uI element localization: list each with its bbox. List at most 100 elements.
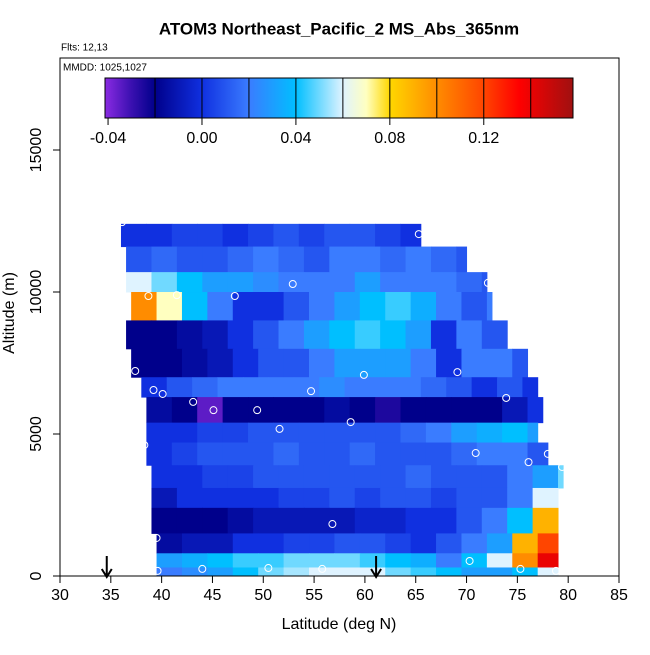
heatmap-cell (151, 487, 178, 509)
heatmap-cell (222, 223, 249, 248)
heatmap-cell (456, 507, 483, 534)
heatmap-cell (456, 465, 483, 489)
heatmap-cell (202, 487, 229, 509)
heatmap-cell (131, 348, 158, 378)
flight-point (453, 368, 462, 377)
heatmap-cell (430, 507, 457, 534)
flight-point (532, 362, 541, 371)
heatmap-cell (486, 533, 513, 554)
heatmap-cell (354, 272, 381, 293)
heatmap-cell (248, 223, 274, 248)
heatmap-cell (303, 507, 330, 534)
heatmap-cell (436, 567, 462, 577)
heatmap-cell (425, 397, 452, 424)
heatmap-cell (425, 442, 452, 466)
heatmap-cell (298, 422, 325, 444)
heatmap-cell (202, 246, 229, 273)
flight-point (346, 418, 355, 427)
heatmap-cell (461, 553, 488, 568)
heatmap-cell (329, 487, 356, 509)
heatmap-cell (405, 465, 432, 489)
heatmap-cell (222, 422, 249, 444)
heatmap-cell (349, 223, 376, 248)
heatmap-cell (126, 320, 152, 350)
heatmap-cell (156, 553, 183, 568)
heatmap-cell (309, 533, 335, 554)
x-tick-label: 55 (305, 587, 323, 604)
flight-point (471, 449, 480, 458)
heatmap-cell (232, 292, 259, 321)
heatmap-cell (461, 533, 488, 554)
heatmap-cell (400, 442, 427, 466)
colorbar-tick-label: 0.00 (186, 130, 217, 147)
x-tick-label: 35 (102, 587, 120, 604)
flight-point (117, 218, 126, 227)
heatmap-cell (227, 246, 254, 273)
heatmap-cell (176, 465, 203, 489)
heatmap-cell (375, 223, 401, 248)
heatmap-cell (405, 320, 432, 350)
flight-point (502, 393, 511, 402)
heatmap-cell (380, 320, 407, 350)
heatmap-cell (380, 272, 407, 293)
heatmap-cell (349, 422, 376, 444)
heatmap-cell (522, 377, 539, 398)
heatmap-cell (248, 442, 274, 466)
heatmap-cell (486, 292, 493, 321)
heatmap-cell (181, 567, 208, 577)
heatmap-cell (181, 553, 208, 568)
heatmap-cell (527, 442, 549, 466)
heatmap-cell (227, 272, 254, 293)
x-tick-label: 30 (51, 587, 69, 604)
heatmap-cell (558, 465, 564, 489)
heatmap-cell (303, 465, 330, 489)
chart-title: ATOM3 Northeast_Pacific_2 MS_Abs_365nm (159, 19, 519, 38)
heatmap-cell (380, 465, 407, 489)
heatmap-cell (446, 377, 473, 398)
heatmap-cell (171, 397, 198, 424)
heatmap-cell (359, 292, 386, 321)
flight-point (172, 291, 181, 300)
heatmap-cell (151, 246, 178, 273)
colorbar-tick-label: 0.04 (280, 130, 311, 147)
flight-point (275, 424, 284, 433)
heatmap-cell (324, 422, 351, 444)
colorbar (104, 77, 574, 119)
heatmap-cell (334, 533, 361, 554)
heatmap-cell (258, 348, 285, 378)
flight-point (144, 291, 153, 300)
heatmap-cell (349, 442, 376, 466)
heatmap-cell (481, 465, 508, 489)
heatmap-cell (354, 320, 381, 350)
heatmap-cell (197, 223, 224, 248)
heatmap-cell (283, 348, 310, 378)
heatmap-cell (395, 377, 422, 398)
heatmap-cell (405, 272, 432, 293)
heatmap-cell (476, 397, 503, 424)
x-tick-label: 65 (407, 587, 425, 604)
heatmap-cell (278, 507, 305, 534)
heatmap-cell (176, 272, 203, 293)
heatmap-cell (400, 397, 427, 424)
heatmap-cell (222, 442, 249, 466)
heatmap-cell (171, 442, 198, 466)
heatmap-cell (324, 442, 351, 466)
heatmap-cell (309, 292, 335, 321)
heatmap-cell (126, 272, 152, 293)
heatmap-cell (156, 533, 183, 554)
heatmap-cell (512, 348, 529, 378)
flight-point (288, 280, 297, 289)
heatmap-cell (410, 567, 437, 577)
heatmap-cell (253, 320, 280, 350)
flight-point (543, 449, 552, 458)
heatmap-cell (273, 223, 300, 248)
heatmap-cell (410, 292, 437, 321)
heatmap-cell (334, 292, 361, 321)
heatmap-cell (171, 422, 198, 444)
heatmap-cell (293, 377, 320, 398)
flight-point (189, 397, 198, 406)
flight-point (140, 441, 149, 450)
heatmap-cell (512, 567, 539, 577)
x-tick-label: 40 (153, 587, 171, 604)
flight-point (149, 385, 158, 394)
